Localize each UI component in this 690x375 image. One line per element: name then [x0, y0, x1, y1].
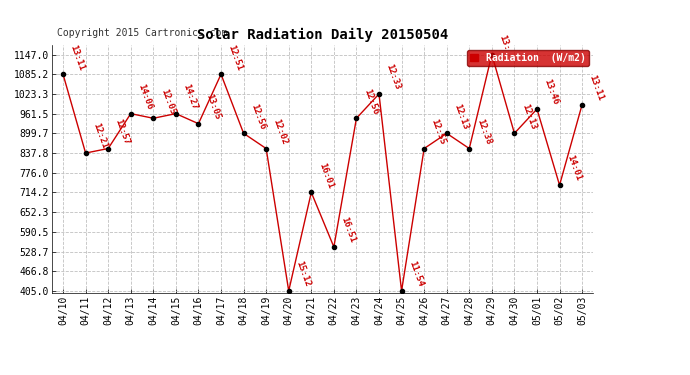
- Text: 12:13: 12:13: [520, 102, 538, 130]
- Text: 12:13: 12:13: [452, 102, 470, 130]
- Text: 14:06: 14:06: [137, 82, 154, 111]
- Text: 12:02: 12:02: [272, 117, 289, 146]
- Text: 12:51: 12:51: [226, 43, 244, 72]
- Text: 12:56: 12:56: [362, 87, 380, 116]
- Text: 13:11: 13:11: [68, 43, 86, 72]
- Text: 12:38: 12:38: [475, 117, 493, 146]
- Text: Copyright 2015 Cartronics.com: Copyright 2015 Cartronics.com: [57, 28, 228, 38]
- Text: 12:21: 12:21: [91, 122, 109, 150]
- Text: 11:54: 11:54: [407, 260, 425, 288]
- Text: 12:55: 12:55: [430, 117, 447, 146]
- Text: 13:46: 13:46: [542, 78, 560, 106]
- Text: 13:: 13:: [497, 33, 511, 52]
- Text: 15:12: 15:12: [294, 260, 312, 288]
- Text: 12:33: 12:33: [384, 63, 402, 91]
- Text: 12:05: 12:05: [159, 87, 177, 116]
- Text: 14:01: 14:01: [565, 154, 583, 182]
- Text: 12:56: 12:56: [249, 102, 267, 130]
- Text: 16:01: 16:01: [317, 161, 335, 190]
- Legend: Radiation  (W/m2): Radiation (W/m2): [467, 50, 589, 66]
- Text: 13:11: 13:11: [588, 74, 605, 102]
- Text: 14:27: 14:27: [181, 82, 199, 111]
- Text: 12:57: 12:57: [114, 117, 131, 146]
- Text: 16:51: 16:51: [339, 216, 357, 244]
- Title: Solar Radiation Daily 20150504: Solar Radiation Daily 20150504: [197, 28, 448, 42]
- Text: 13:05: 13:05: [204, 93, 221, 121]
